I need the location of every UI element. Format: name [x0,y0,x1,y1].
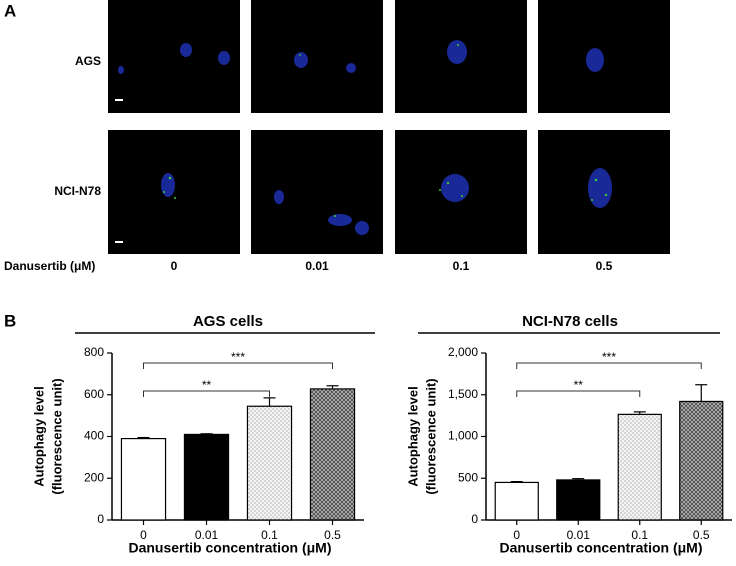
row-label: AGS [75,54,101,68]
y-tick-label: 2,000 [448,345,478,359]
y-axis-label: Autophagy level [31,386,46,486]
row-label: NCI-N78 [54,184,101,198]
significance-label: ** [574,378,584,392]
bar [309,388,356,521]
x-tick-label: 0.1 [631,528,648,542]
x-tick-label: 0.01 [195,528,219,542]
bar [120,437,167,521]
bar [494,481,539,521]
bar [246,405,293,521]
y-tick-label: 500 [458,470,478,484]
x-tick-label: 0 [140,528,147,542]
y-tick-label: 800 [84,345,104,359]
y-tick-label: 1,000 [448,429,478,443]
y-tick-label: 200 [84,470,104,484]
bar [617,413,662,521]
column-header: Danusertib (μM) [4,259,95,273]
x-tick-label: 0.1 [261,528,278,542]
y-tick-label: 0 [471,512,478,526]
y-axis-label: Autophagy level [405,386,420,486]
micrographs [108,0,670,254]
y-tick-label: 0 [97,512,104,526]
significance-label: *** [231,350,245,364]
x-tick-label: 0.5 [324,528,341,542]
column-label: 0 [171,259,178,273]
chart-title: AGS cells [193,313,263,330]
bar [183,433,230,521]
column-label: 0.01 [305,259,329,273]
significance-bracket [516,390,641,397]
bar [556,479,601,521]
significance-bracket [516,362,702,369]
x-tick-label: 0.01 [567,528,591,542]
y-tick-label: 600 [84,387,104,401]
panel-label: A [4,1,16,20]
significance-label: *** [602,350,616,364]
x-axis-label: Danusertib concentration (μM) [499,540,702,556]
column-label: 0.1 [453,259,470,273]
column-label: 0.5 [596,259,613,273]
x-axis-label: Danusertib concentration (μM) [128,540,331,556]
bar [679,400,724,521]
y-axis-label: (fluorescence unit) [49,378,64,494]
significance-label: ** [202,378,212,392]
panel-label: B [4,311,16,330]
y-tick-label: 1,500 [448,387,478,401]
y-tick-label: 400 [84,429,104,443]
x-tick-label: 0 [513,528,520,542]
significance-bracket [143,362,333,369]
x-tick-label: 0.5 [693,528,710,542]
significance-bracket [143,390,270,397]
y-axis-label: (fluorescence unit) [423,378,438,494]
chart-title: NCI-N78 cells [522,313,618,330]
